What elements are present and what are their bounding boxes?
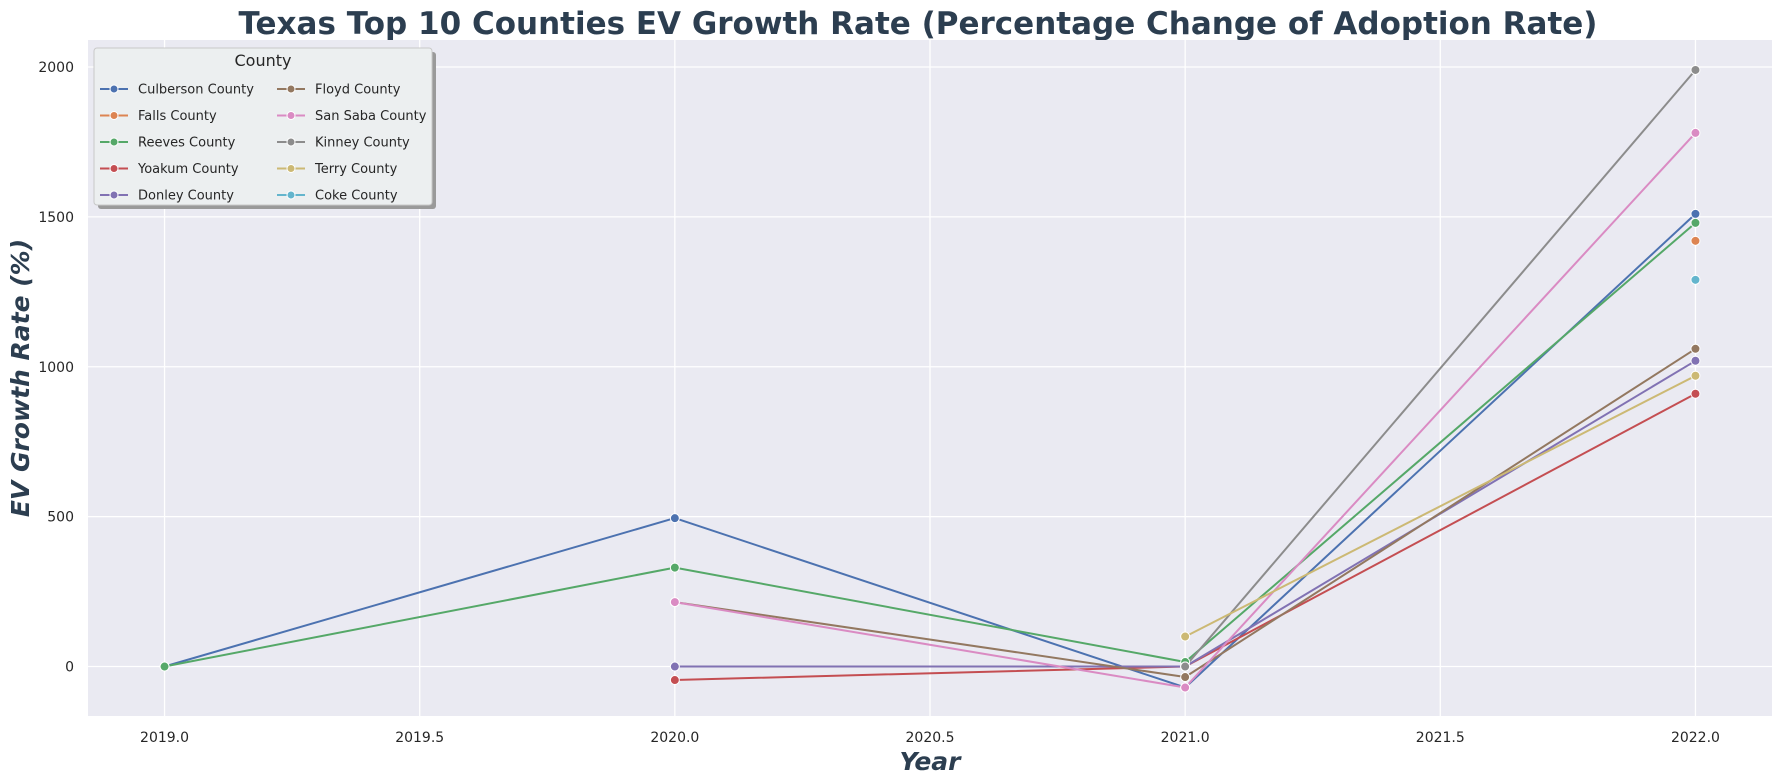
data-point-yoakum-county [669, 675, 680, 686]
legend-item-san-saba-county: San Saba County [277, 109, 427, 124]
data-point-falls-county [1690, 235, 1701, 246]
legend-marker-swatch [286, 111, 296, 120]
data-point-terry-county [1180, 631, 1191, 642]
series-line-kinney-county [1184, 69, 1697, 668]
legend-item-terry-county: Terry County [277, 162, 398, 177]
legend-title: County [235, 51, 292, 70]
legend-label: Falls County [138, 109, 217, 124]
legend-item-reeves-county: Reeves County [100, 136, 236, 151]
x-tick-label: 2019.0 [140, 730, 189, 746]
y-tick-label: 500 [47, 510, 74, 526]
data-point-donley-county [669, 661, 680, 672]
legend-marker-swatch [286, 164, 296, 173]
legend-marker-swatch [109, 84, 119, 94]
data-point-floyd-county [1180, 672, 1191, 683]
y-tick-label: 2000 [38, 60, 74, 76]
series-line-terry-county [1184, 374, 1696, 638]
legend-label: Floyd County [315, 83, 401, 98]
legend-label: Yoakum County [137, 162, 239, 177]
legend-label: Reeves County [138, 136, 236, 151]
data-point-reeves-county [1690, 217, 1701, 228]
legend-item-kinney-county: Kinney County [277, 136, 410, 151]
x-tick-label: 2021.5 [1416, 730, 1465, 746]
data-point-san-saba-county [669, 597, 680, 608]
legend-label: Donley County [138, 189, 234, 204]
legend-item-falls-county: Falls County [100, 109, 217, 124]
series-line-culberson-county [164, 213, 1697, 689]
x-tick-label: 2020.5 [906, 730, 955, 746]
legend-items: Culberson County Falls County Reeves Count… [100, 83, 427, 204]
legend-marker-swatch [286, 84, 296, 94]
data-point-san-saba-county [1690, 127, 1701, 138]
data-point-culberson-county [1690, 208, 1701, 219]
legend-label: Kinney County [315, 136, 410, 151]
y-tick-label: 1500 [38, 210, 74, 226]
legend-item-coke-county: Coke County [277, 189, 398, 204]
y-tick-label: 0 [65, 660, 74, 676]
series-line-reeves-county [164, 222, 1697, 668]
legend-item-yoakum-county: Yoakum County [100, 162, 239, 177]
data-point-kinney-county [1180, 661, 1191, 672]
grid-lines [88, 40, 1772, 716]
legend-label: Terry County [314, 162, 398, 177]
x-tick-label: 2019.5 [395, 730, 444, 746]
data-point-floyd-county [1690, 343, 1701, 354]
data-point-coke-county [1690, 274, 1701, 285]
chart-title: Texas Top 10 Counties EV Growth Rate (Pe… [239, 6, 1598, 42]
legend-marker-swatch [109, 164, 119, 173]
legend-item-donley-county: Donley County [100, 189, 234, 204]
x-tick-label: 2020.0 [650, 730, 699, 746]
data-point-reeves-county [159, 661, 170, 672]
y-tick-label: 1000 [38, 360, 74, 376]
data-point-reeves-county [669, 562, 680, 573]
data-point-kinney-county [1690, 64, 1701, 75]
legend-item-culberson-county: Culberson County [100, 83, 254, 98]
data-point-culberson-county [669, 513, 680, 524]
x-tick-label: 2021.0 [1161, 730, 1210, 746]
y-tick-labels: 0 500 1000 1500 2000 [38, 60, 74, 676]
data-point-terry-county [1690, 370, 1701, 381]
legend-box [93, 47, 433, 206]
legend: County Culberson County Falls County Reeve… [93, 47, 436, 209]
legend-marker-swatch [286, 190, 296, 200]
legend-marker-swatch [286, 137, 296, 147]
x-tick-label: 2022.0 [1671, 730, 1720, 746]
legend-label: San Saba County [315, 109, 427, 124]
legend-item-floyd-county: Floyd County [277, 83, 401, 98]
legend-label: Culberson County [138, 83, 254, 98]
x-axis-label: Year [899, 747, 962, 776]
legend-marker-swatch [109, 190, 119, 200]
series-markers [159, 64, 1701, 693]
data-point-donley-county [1690, 355, 1701, 366]
x-tick-labels: 2019.0 2019.5 2020.0 2020.5 2021.0 2021.5 2022… [140, 730, 1720, 746]
legend-label: Coke County [315, 189, 398, 204]
legend-marker-swatch [109, 111, 119, 120]
y-axis-label: EV Growth Rate (%) [6, 239, 35, 517]
data-point-san-saba-county [1180, 682, 1191, 693]
data-point-yoakum-county [1690, 388, 1701, 399]
legend-marker-swatch [109, 137, 119, 147]
